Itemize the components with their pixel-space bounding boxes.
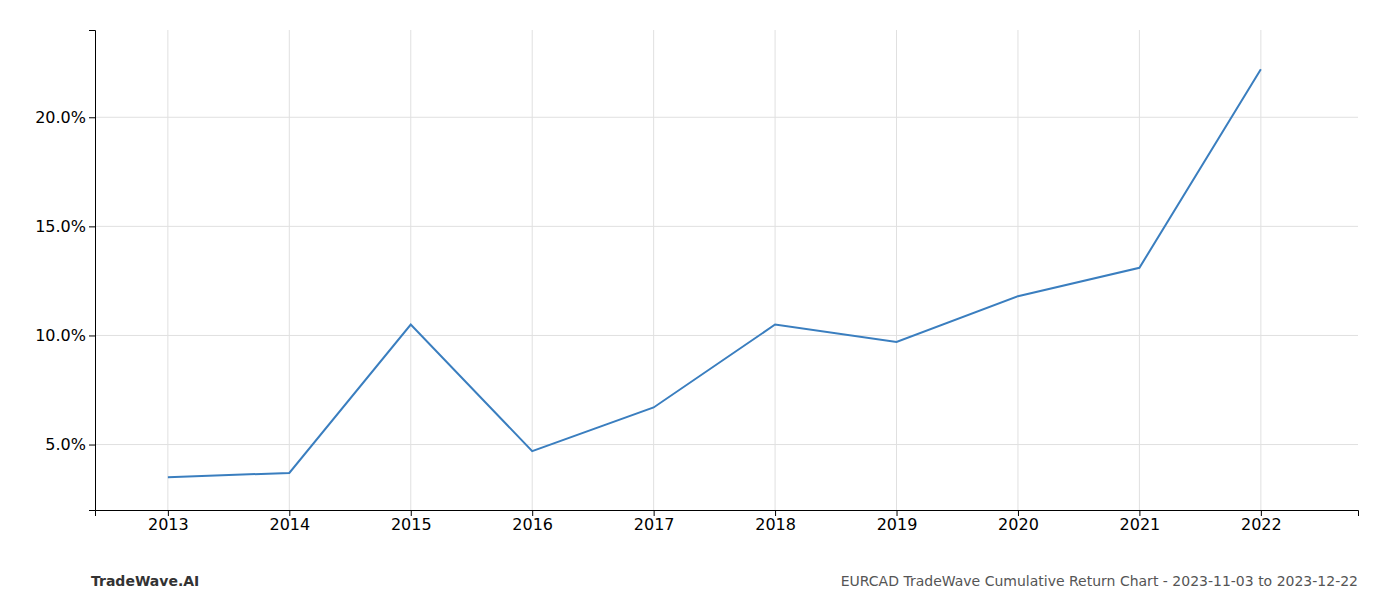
footer-left: TradeWave.AI bbox=[91, 573, 199, 589]
tick-mark bbox=[89, 226, 95, 227]
data-line bbox=[168, 69, 1261, 477]
tick-label: 2021 bbox=[1120, 515, 1161, 534]
tick: 2017 bbox=[634, 510, 675, 534]
tick: 10.0% bbox=[35, 326, 95, 345]
grid-line-x bbox=[1260, 30, 1261, 510]
tick-label: 20.0% bbox=[35, 108, 86, 127]
tick-label: 2017 bbox=[634, 515, 675, 534]
tick-mark bbox=[89, 117, 95, 118]
tick: 2021 bbox=[1120, 510, 1161, 534]
grid-line-y bbox=[95, 226, 1358, 227]
grid-line-y bbox=[95, 444, 1358, 445]
tick: 5.0% bbox=[45, 435, 95, 454]
tick: 2018 bbox=[755, 510, 796, 534]
tick-label: 2015 bbox=[391, 515, 432, 534]
grid-line-x bbox=[532, 30, 533, 510]
tick-label: 15.0% bbox=[35, 217, 86, 236]
grid-line-x bbox=[1139, 30, 1140, 510]
y-axis: 5.0% 10.0% 15.0% 20.0% bbox=[35, 31, 95, 511]
tick: 2016 bbox=[512, 510, 553, 534]
footer-right: EURCAD TradeWave Cumulative Return Chart… bbox=[841, 573, 1358, 589]
tick: 2015 bbox=[391, 510, 432, 534]
axis-line bbox=[89, 31, 96, 511]
grid-line-x bbox=[896, 30, 897, 510]
tick-mark bbox=[89, 445, 95, 446]
tick: 2014 bbox=[269, 510, 310, 534]
tick-mark bbox=[89, 335, 95, 336]
tick-label: 2022 bbox=[1241, 515, 1282, 534]
tick: 15.0% bbox=[35, 217, 95, 236]
tick-label: 2016 bbox=[512, 515, 553, 534]
tick-label: 5.0% bbox=[45, 435, 86, 454]
grid-line-x bbox=[1017, 30, 1018, 510]
grid-line-x bbox=[167, 30, 168, 510]
tick: 20.0% bbox=[35, 108, 95, 127]
grid bbox=[95, 30, 1358, 510]
tick-label: 2013 bbox=[148, 515, 189, 534]
tick: 2022 bbox=[1241, 510, 1282, 534]
grid-line-x bbox=[410, 30, 411, 510]
tick-label: 10.0% bbox=[35, 326, 86, 345]
grid-line-x bbox=[289, 30, 290, 510]
tick-label: 2014 bbox=[269, 515, 310, 534]
tick-label: 2019 bbox=[877, 515, 918, 534]
tick-label: 2020 bbox=[998, 515, 1039, 534]
marks bbox=[168, 69, 1261, 477]
grid-line-y bbox=[95, 335, 1358, 336]
tick: 2013 bbox=[148, 510, 189, 534]
plot-area: 2013 2014 2015 2016 2017 2018 2019 2020 2021 2022… bbox=[35, 30, 1358, 534]
chart-svg: 2013 2014 2015 2016 2017 2018 2019 2020 2021 2022… bbox=[0, 0, 1400, 600]
tick-label: 2018 bbox=[755, 515, 796, 534]
grid-line-x bbox=[775, 30, 776, 510]
tick: 2020 bbox=[998, 510, 1039, 534]
grid-line-y bbox=[95, 117, 1358, 118]
chart-container: 2013 2014 2015 2016 2017 2018 2019 2020 2021 2022… bbox=[0, 0, 1400, 600]
tick: 2019 bbox=[877, 510, 918, 534]
grid-line-x bbox=[653, 30, 654, 510]
x-axis: 2013 2014 2015 2016 2017 2018 2019 2020 2021 2022 bbox=[96, 510, 1359, 534]
